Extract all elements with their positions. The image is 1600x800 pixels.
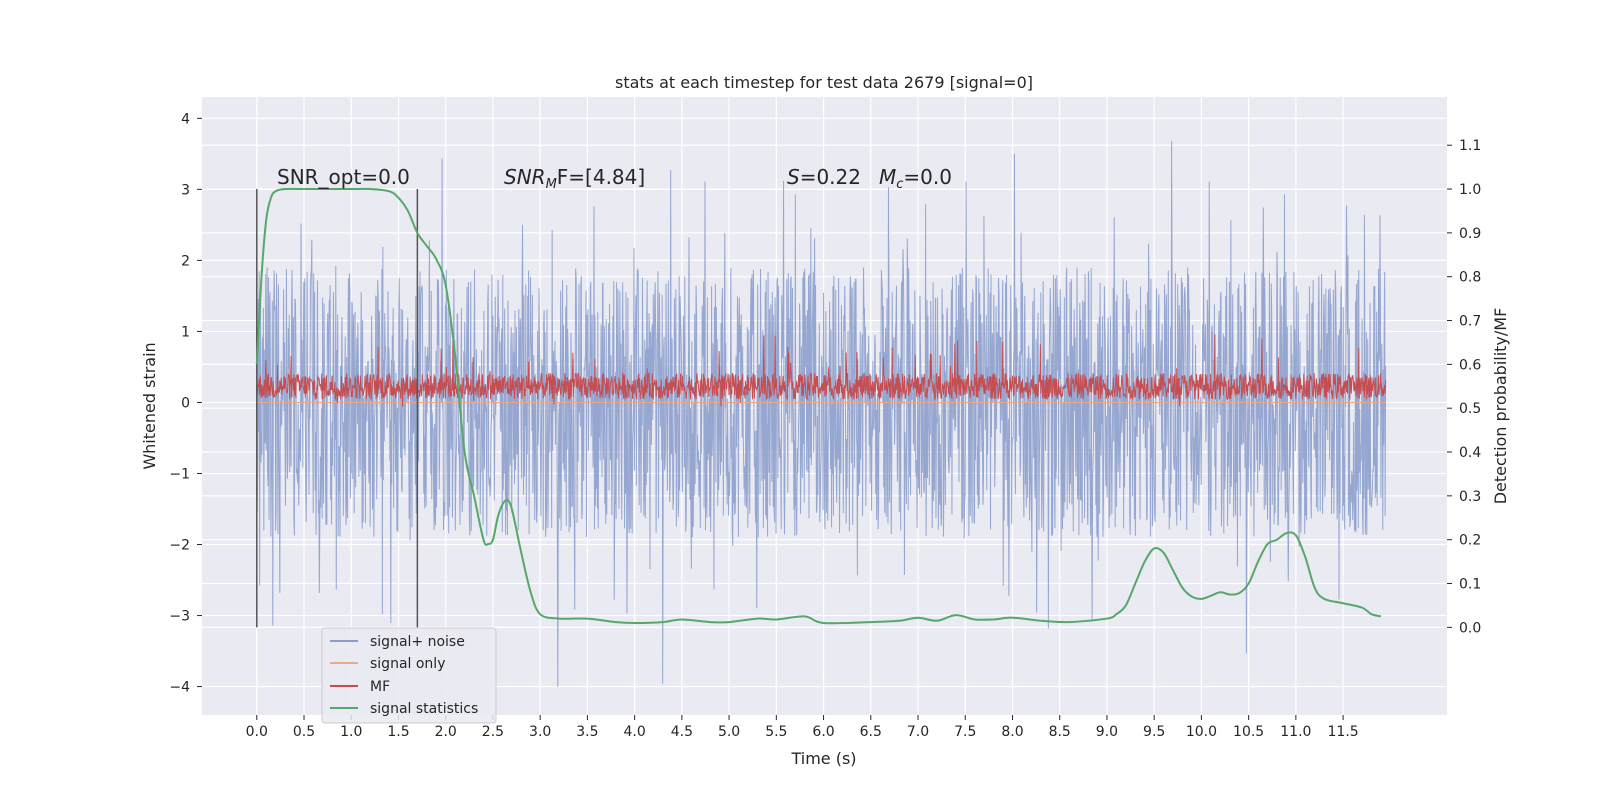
- snr-mf-annotation: SNRMF=[4.84]: [504, 165, 645, 192]
- mc-sub: c: [896, 177, 903, 192]
- y-tick-label: 1: [181, 324, 190, 340]
- x-tick-label: 8.0: [1001, 724, 1023, 740]
- y2-tick-label: 0.3: [1459, 489, 1481, 505]
- y2-tick-label: 1.0: [1459, 182, 1481, 198]
- mf-series: [256, 334, 1387, 407]
- y2-tick-label: 0.6: [1459, 357, 1481, 373]
- y-tick-label: −3: [169, 609, 190, 625]
- legend-label-signal-statistics: signal statistics: [370, 701, 478, 717]
- signal-noise-line: [256, 140, 1387, 687]
- x-tick-label: 2.0: [435, 724, 457, 740]
- x-tick-label: 1.0: [340, 724, 362, 740]
- snr-mf-sub: M: [546, 177, 557, 192]
- ticks: 0.0 0.5 1.0 1.5 2.0 2.5 3.0 3.5 4.0 4.5 5.0 5.5 6.0 6…: [169, 111, 1481, 740]
- vertical-markers: [256, 189, 419, 628]
- x-tick-label: 9.5: [1143, 724, 1165, 740]
- x-tick-label: 11.5: [1328, 724, 1359, 740]
- y2-tick-label: 0.8: [1459, 270, 1481, 286]
- x-tick-label: 9.0: [1096, 724, 1118, 740]
- y2-tick-label: 0.5: [1459, 401, 1481, 417]
- x-tick-label: 0.0: [246, 724, 268, 740]
- y-tick-label: −4: [169, 680, 190, 696]
- legend: signal+ noise signal only MF signal stat…: [321, 627, 497, 724]
- s-prefix: S: [787, 165, 800, 189]
- noise-series: [256, 140, 1387, 687]
- x-tick-label: 7.5: [954, 724, 976, 740]
- y-axis-label: Whitened strain: [140, 342, 159, 469]
- y2-tick-label: 0.9: [1459, 226, 1481, 242]
- x-tick-label: 6.5: [860, 724, 882, 740]
- x-axis-label: Time (s): [790, 749, 856, 768]
- x-tick-label: 0.5: [293, 724, 315, 740]
- s-value: =0.22: [800, 165, 861, 189]
- x-tick-label: 3.0: [529, 724, 551, 740]
- mc-prefix: M: [879, 165, 896, 189]
- y2-tick-label: 0.2: [1459, 533, 1481, 549]
- x-tick-label: 1.5: [387, 724, 409, 740]
- x-tick-label: 10.5: [1233, 724, 1264, 740]
- x-tick-label: 4.5: [671, 724, 693, 740]
- x-tick-label: 7.0: [907, 724, 929, 740]
- x-tick-label: 4.0: [623, 724, 645, 740]
- legend-label-mf: MF: [370, 679, 390, 695]
- y-tick-label: 2: [181, 253, 190, 269]
- x-tick-label: 8.5: [1049, 724, 1071, 740]
- mc-value: =0.0: [903, 165, 952, 189]
- y2-axis-label: Detection probability/MF: [1491, 308, 1510, 505]
- snr-opt-annotation: SNR_opt=0.0: [277, 165, 410, 189]
- y2-tick-label: 0.1: [1459, 577, 1481, 593]
- x-tick-label: 5.5: [765, 724, 787, 740]
- x-tick-label: 10.0: [1186, 724, 1217, 740]
- x-tick-label: 2.5: [482, 724, 504, 740]
- mf-line: [256, 334, 1387, 407]
- x-tick-label: 5.0: [718, 724, 740, 740]
- signal-statistics-series: [255, 187, 1382, 625]
- chart-title: stats at each timestep for test data 267…: [615, 73, 1033, 92]
- legend-box: [321, 627, 497, 724]
- y2-tick-label: 0.4: [1459, 445, 1481, 461]
- y-tick-label: 3: [181, 182, 190, 198]
- x-tick-label: 6.0: [812, 724, 834, 740]
- snr-mf-prefix: SNR: [504, 165, 546, 189]
- y-tick-label: −1: [169, 466, 190, 482]
- x-tick-label: 3.5: [576, 724, 598, 740]
- signal-statistics-line: [255, 187, 1382, 625]
- snr-mf-suffix: F=[4.84]: [557, 165, 645, 189]
- y2-tick-label: 0.0: [1459, 620, 1481, 636]
- y2-tick-label: 0.7: [1459, 314, 1481, 330]
- x-tick-label: 11.0: [1280, 724, 1311, 740]
- y2-tick-label: 1.1: [1459, 138, 1481, 154]
- y-tick-label: 4: [181, 111, 190, 127]
- legend-label-signal-noise: signal+ noise: [370, 634, 465, 650]
- y-tick-label: −2: [169, 538, 190, 554]
- y-tick-label: 0: [181, 395, 190, 411]
- legend-label-signal-only: signal only: [370, 656, 445, 672]
- s-mc-annotation: S=0.22 Mc=0.0: [787, 165, 952, 192]
